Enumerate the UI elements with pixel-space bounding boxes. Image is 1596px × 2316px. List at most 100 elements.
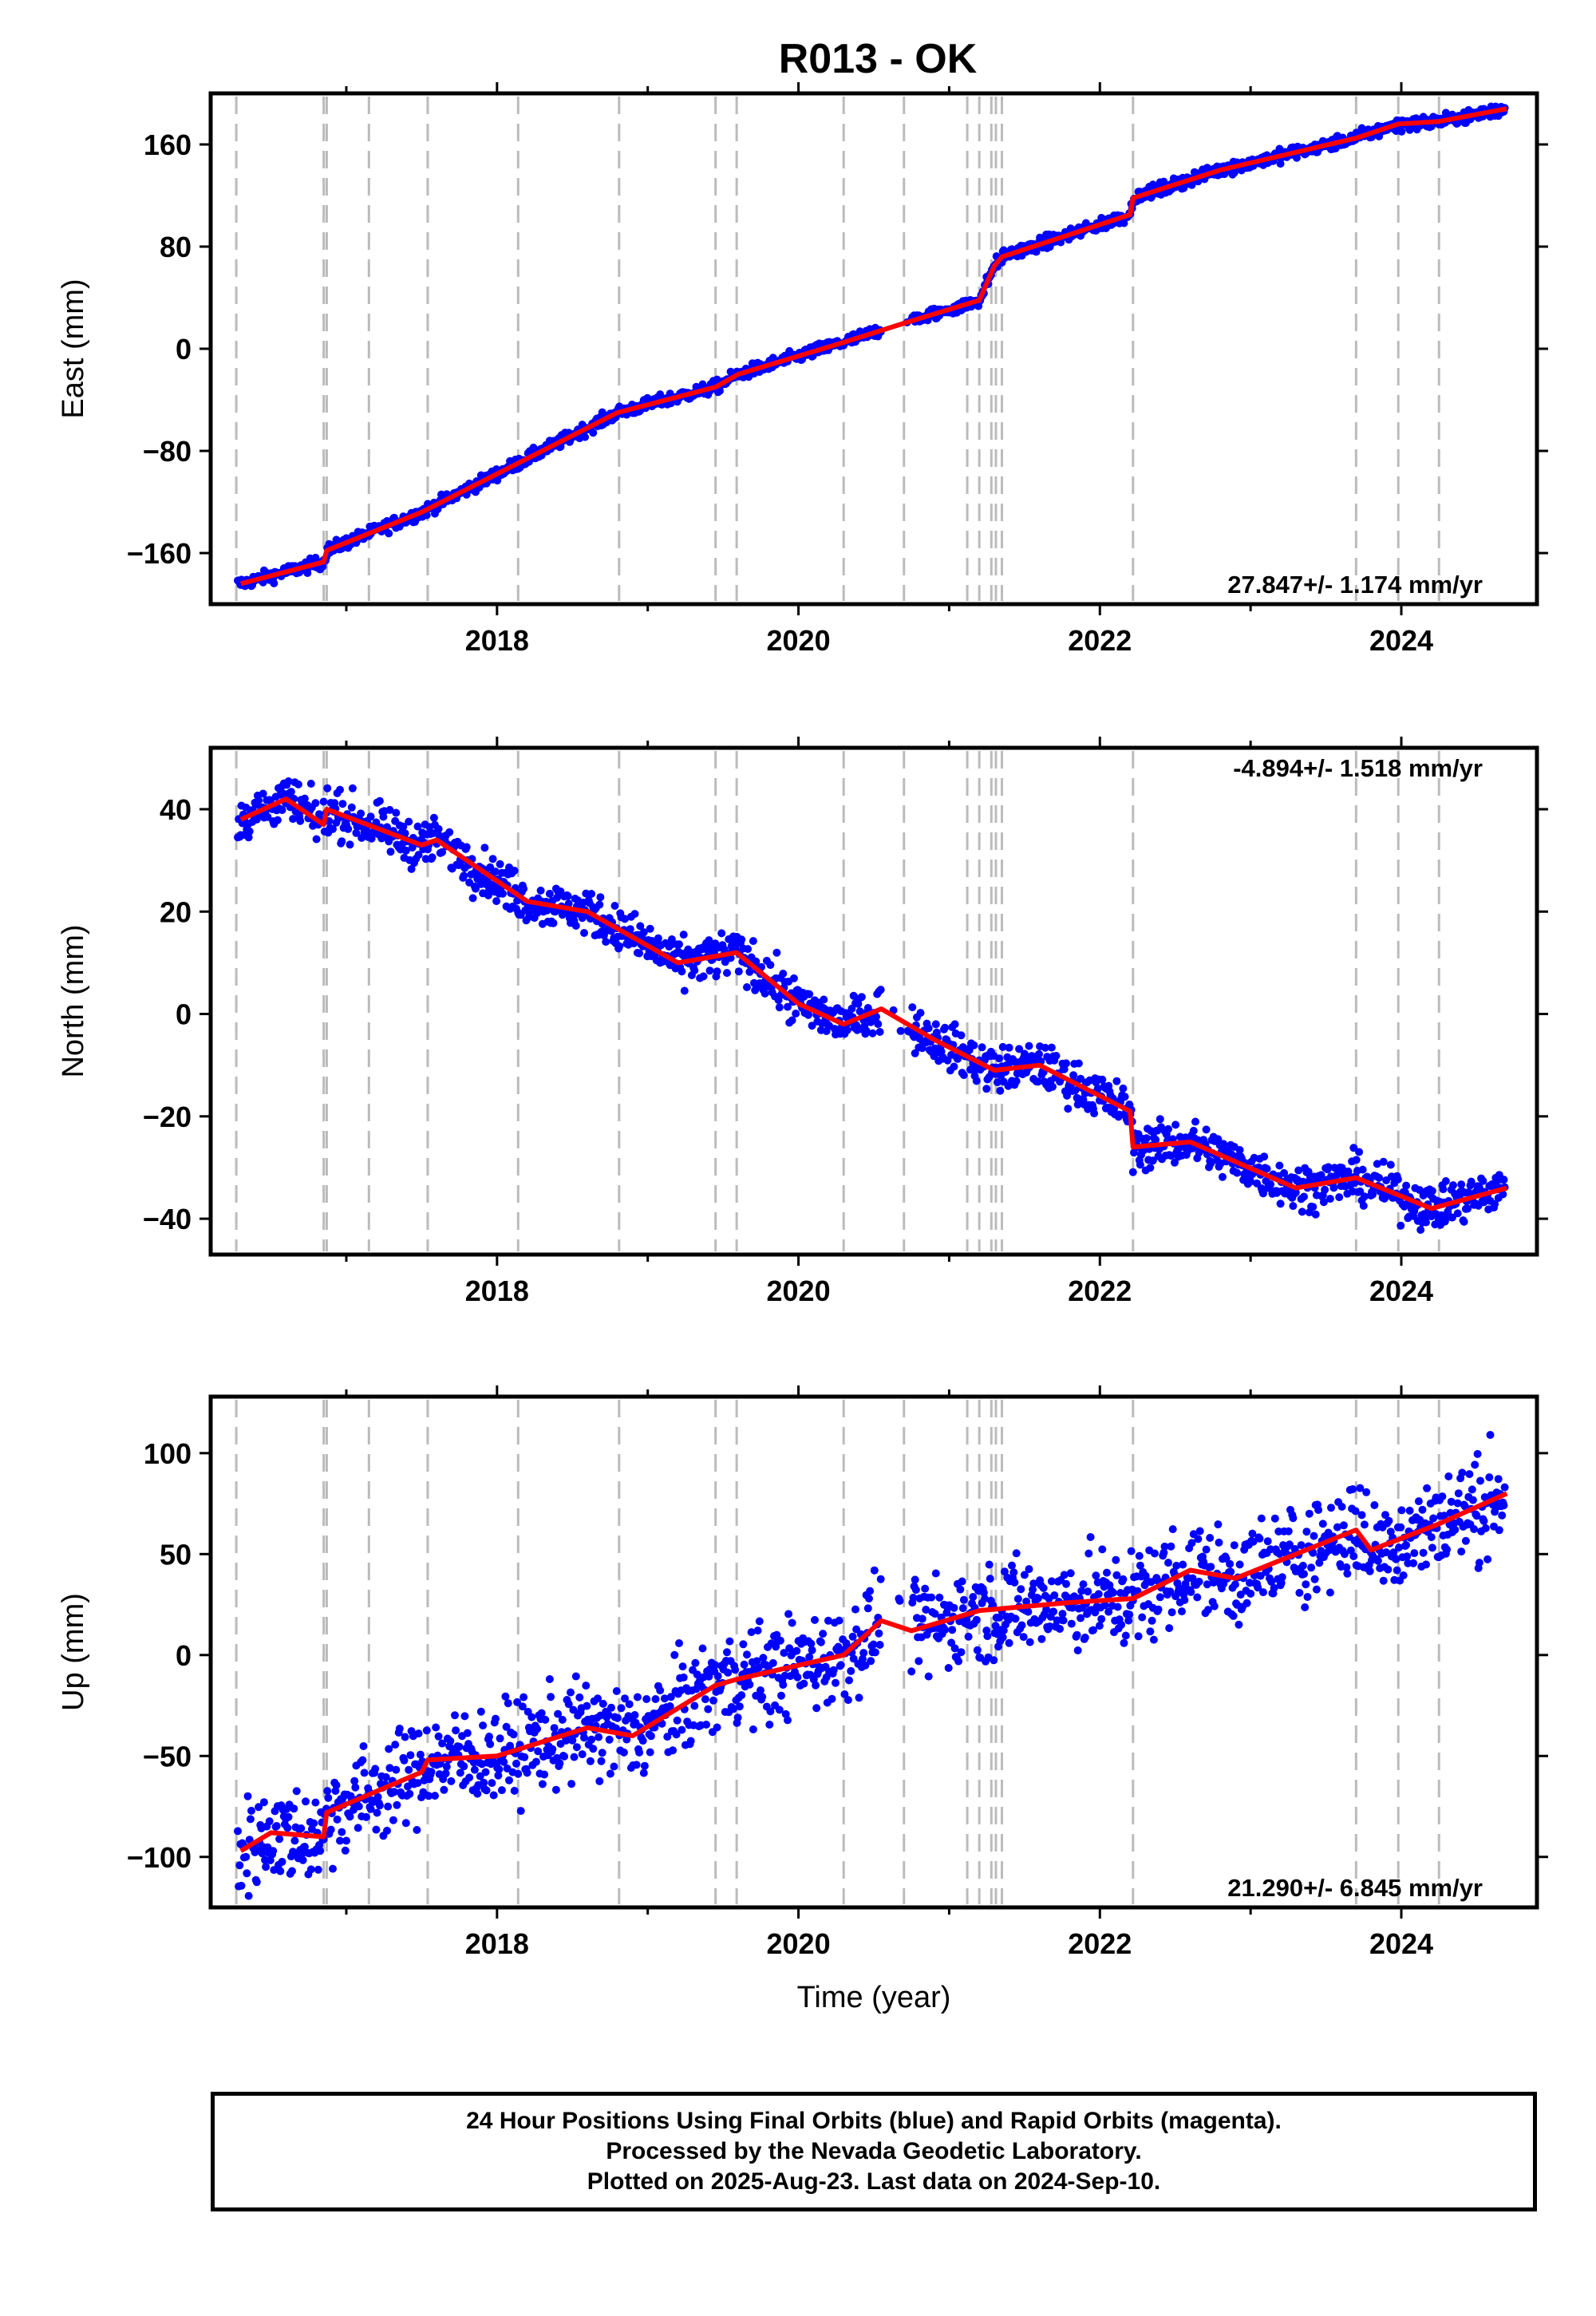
data-point (1235, 1146, 1244, 1154)
data-point (351, 1783, 360, 1792)
data-point (804, 1010, 812, 1019)
data-point (499, 889, 507, 898)
data-point (401, 1819, 410, 1828)
data-point (1471, 1460, 1479, 1469)
page-title: R013 - OK (778, 36, 978, 82)
data-point (1310, 1531, 1318, 1540)
footer-line-orbits: 24 Hour Positions Using Final Orbits (bl… (466, 2108, 1282, 2134)
data-point (554, 1709, 563, 1718)
data-point (1409, 1559, 1418, 1567)
data-points (234, 1431, 1509, 1900)
data-point (1385, 1516, 1393, 1525)
data-point (1342, 1563, 1351, 1571)
data-point (451, 1711, 459, 1720)
data-point (1392, 1555, 1400, 1563)
data-point (1012, 1549, 1021, 1558)
data-point (255, 1803, 263, 1812)
data-point (1156, 1593, 1164, 1602)
data-point (1453, 1499, 1462, 1508)
data-point (413, 1779, 422, 1788)
data-point (441, 1769, 450, 1778)
data-point (1060, 1571, 1069, 1579)
data-point (569, 1705, 578, 1714)
data-point (1423, 1484, 1432, 1492)
data-point (757, 1686, 764, 1694)
data-point (564, 1700, 573, 1709)
data-point (1194, 1535, 1203, 1543)
data-point (635, 949, 644, 958)
data-point (276, 1867, 285, 1875)
data-point (361, 1812, 370, 1821)
data-point (640, 1761, 649, 1770)
data-point (1097, 1614, 1106, 1623)
data-point (663, 1733, 672, 1741)
data-point (414, 851, 423, 860)
data-point (1303, 1593, 1312, 1601)
data-point (1024, 1607, 1033, 1616)
data-point (1080, 1633, 1089, 1642)
data-point (716, 386, 724, 395)
data-point (859, 1654, 867, 1663)
data-point (1475, 1559, 1483, 1567)
data-point (527, 1713, 536, 1721)
data-point (1136, 1561, 1144, 1570)
data-point (357, 809, 365, 818)
data-point (788, 1016, 796, 1025)
data-point (284, 1812, 293, 1821)
data-point (792, 1010, 800, 1018)
data-point (1178, 1607, 1186, 1616)
data-point (1202, 1545, 1211, 1554)
data-point (486, 1740, 495, 1749)
data-point (702, 1721, 710, 1729)
data-point (958, 1604, 967, 1613)
x-axis-title: Time (year) (797, 1981, 951, 2014)
data-point (312, 835, 321, 844)
data-point (323, 784, 332, 792)
data-point (1203, 1580, 1211, 1589)
data-point (1195, 1577, 1203, 1586)
data-point (1104, 1607, 1113, 1616)
data-point (595, 1733, 603, 1741)
data-point (1410, 1549, 1419, 1558)
data-point (1084, 1587, 1092, 1596)
data-point (1119, 1084, 1128, 1093)
velocity-label: -4.894+/- 1.518 mm/yr (1233, 754, 1483, 782)
data-point (625, 1700, 634, 1709)
data-point (338, 1828, 346, 1836)
data-point (855, 1694, 863, 1702)
data-point (400, 1756, 409, 1765)
data-point (956, 1585, 965, 1594)
data-point (1073, 1646, 1082, 1654)
data-point (460, 1712, 469, 1721)
data-point (315, 810, 323, 819)
data-point (626, 925, 634, 934)
data-point (745, 967, 754, 976)
data-point (690, 966, 699, 974)
data-point (1066, 1569, 1075, 1578)
data-point (1112, 1555, 1120, 1564)
data-point (533, 1725, 542, 1733)
data-point (1008, 1561, 1016, 1570)
data-point (549, 919, 558, 927)
data-point (1276, 1199, 1285, 1208)
data-point (558, 1715, 567, 1724)
data-point (832, 1678, 839, 1687)
data-point (909, 1593, 918, 1602)
data-point (845, 1676, 853, 1685)
data-point (564, 899, 573, 908)
data-point (385, 1764, 394, 1773)
data-point (1136, 1160, 1144, 1169)
y-tick-label: 40 (160, 793, 192, 826)
data-point (1291, 1188, 1300, 1197)
data-point (1402, 1181, 1411, 1190)
data-point (505, 1776, 513, 1784)
data-point (870, 1566, 879, 1575)
data-point (1206, 1534, 1215, 1542)
data-point (1047, 1043, 1056, 1052)
data-point (425, 1792, 433, 1800)
data-point (243, 1869, 251, 1878)
data-point (1167, 1542, 1175, 1551)
data-point (983, 1632, 992, 1641)
data-point (389, 1816, 397, 1824)
data-point (807, 1639, 816, 1648)
